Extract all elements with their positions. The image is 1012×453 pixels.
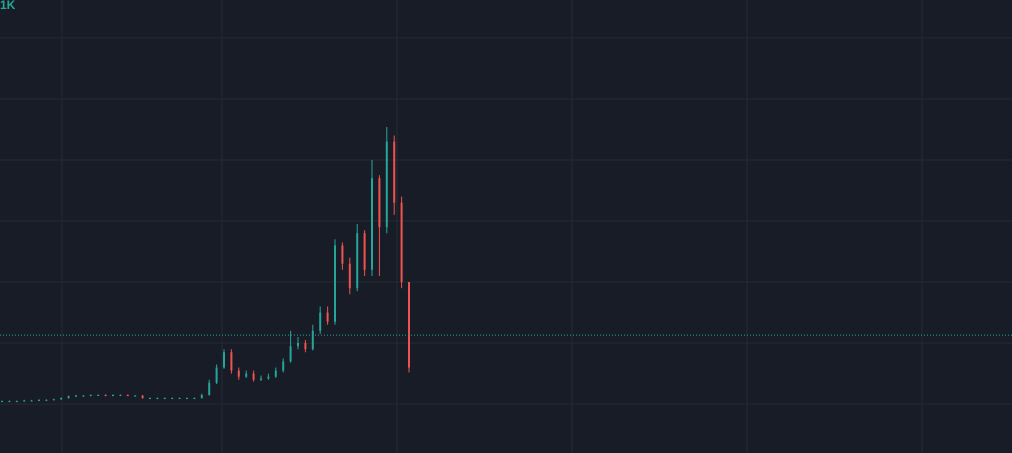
candle-body — [282, 361, 285, 371]
candle-body — [178, 398, 181, 400]
candle-body — [215, 367, 218, 383]
candle-body — [97, 395, 100, 397]
candle-body — [141, 395, 144, 399]
candle-body — [348, 263, 351, 289]
candle-body — [334, 245, 336, 322]
candle-body — [82, 395, 85, 397]
vertical-grid — [61, 0, 923, 453]
candle-body — [60, 398, 63, 400]
candle-body — [193, 398, 196, 400]
candle-body — [237, 370, 240, 377]
candle-body — [393, 141, 396, 203]
candle-body — [200, 395, 203, 399]
candle-body — [378, 178, 381, 228]
candle-body — [104, 395, 107, 397]
candle-body — [319, 312, 322, 331]
candle-body — [75, 395, 77, 397]
candle-body — [30, 400, 33, 402]
candle-body — [186, 398, 188, 400]
candle-body — [45, 399, 48, 401]
candle-body — [400, 202, 403, 283]
candle-body — [297, 343, 299, 347]
candle-body — [119, 395, 122, 397]
candle-body — [156, 398, 159, 400]
axis-label: 1K — [0, 0, 16, 12]
candle-body — [15, 401, 18, 403]
candle-body — [356, 233, 359, 289]
candle-body — [149, 398, 151, 400]
candle-body — [341, 245, 344, 264]
candle-body — [363, 233, 366, 270]
candle-body — [385, 141, 388, 228]
candle-body — [326, 312, 329, 322]
candle-body — [1, 401, 3, 403]
candle-body — [408, 282, 410, 368]
candle-body — [52, 399, 55, 401]
candle-body — [223, 352, 225, 368]
candle-body — [112, 395, 114, 397]
candle-body — [126, 395, 129, 397]
candle-body — [134, 395, 137, 397]
candle-body — [304, 343, 307, 350]
candle-body — [267, 376, 270, 379]
candle-body — [38, 399, 40, 401]
candle-body — [67, 396, 70, 399]
candle-body — [171, 398, 174, 400]
candle-body — [230, 352, 233, 371]
candle-body — [371, 178, 373, 270]
candle-body — [163, 398, 166, 400]
candle-body — [260, 378, 262, 380]
candle-body — [245, 373, 248, 377]
candle-body — [23, 400, 26, 402]
candle-body — [89, 395, 92, 397]
candle-body — [311, 330, 314, 350]
candle-body — [289, 346, 292, 362]
candle-body — [208, 382, 211, 396]
candle-body — [274, 370, 277, 377]
candle-body — [8, 401, 11, 403]
candle-body — [252, 373, 255, 380]
